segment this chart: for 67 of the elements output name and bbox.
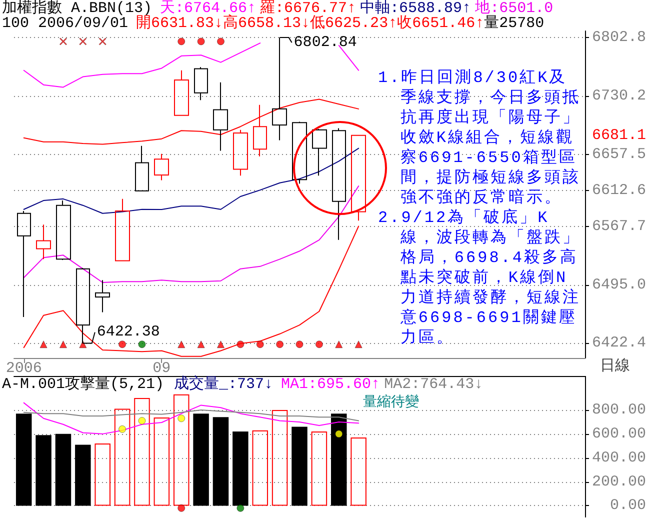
point [138,417,146,425]
bar [55,434,72,506]
y-tick-label: 6657.5 [592,146,646,163]
line-series [23,148,360,214]
point [178,414,186,422]
point [178,504,186,512]
x-tick-label: 09 [152,360,171,377]
y-tick-label: 6802.8 [592,29,646,46]
candlestick [95,280,110,313]
y-tick-label: 6612.6 [592,182,646,199]
annotation: 6422.38 [96,324,160,341]
text: MA2:764.43↓ [384,376,484,393]
text: 6681.1 [592,126,646,144]
bar [193,414,209,506]
bar [94,444,110,506]
bar [272,410,288,506]
bar [16,414,32,506]
candlestick [174,70,189,116]
y-tick-label: 6422.4 [592,334,646,352]
y-tick-label: 6730.2 [592,87,646,104]
bar [154,418,170,506]
bar [292,426,308,506]
candlestick [56,200,71,260]
bar [350,438,366,506]
candlestick [135,145,149,192]
bar [114,408,130,506]
candlestick [115,198,130,262]
x-tick-label: 2006 [6,360,42,377]
annotation: 6802.84 [294,34,357,52]
bar [134,398,150,506]
annotation: 成交量_:737↓ [174,376,274,393]
y-tick-label: 600.00 [592,425,646,442]
y-tick-label: 400.00 [592,449,646,466]
y-tick-label: 6567.7 [592,218,646,235]
bar [212,417,229,506]
annotation: 量縮待變 [363,395,419,411]
candlestick [233,129,248,176]
y-tick-label: 800.00 [592,401,646,418]
annotation: 量25780 [484,15,544,32]
bar [75,444,91,506]
line-series [23,186,360,283]
bar [311,432,328,506]
point [335,430,343,438]
candlestick [17,210,31,318]
candlestick [292,121,307,184]
line-series [23,226,360,357]
annotation: 2.9/12為「破底」K線，波段轉為「盤跌」格局，6698.4殺多高點未突破前，K線倒N力道持續發酵，短線注意6698-6691關鍵壓力區。 [378,208,582,348]
candlestick [213,82,228,152]
candlestick [332,128,346,240]
annotation: 1.昨日回測8/30紅K及季線支撐，今日多頭抵抗再度出現「陽母子」收斂K線組合，短線觀察6691-6550箱型區間，提防極短線多頭該強不強的反常暗示。 [378,68,582,208]
bar [252,430,268,506]
bar [36,435,52,506]
y-tick-label: 0.00 [610,497,646,514]
candlestick [154,153,169,181]
candlestick [312,128,327,176]
candlestick [194,66,208,101]
y-tick-label: 200.00 [592,473,646,490]
bar [331,414,347,506]
y-tick-label: 6495.0 [592,276,646,294]
candlestick [351,134,366,222]
point [118,425,126,433]
text: 日線 [600,358,630,375]
series-label: MA1:695.60↑ [281,376,380,393]
chart-subtitle: 100 2006/09/01 [2,15,128,32]
candlestick [36,224,51,260]
point [236,504,244,512]
line-series [23,402,360,434]
